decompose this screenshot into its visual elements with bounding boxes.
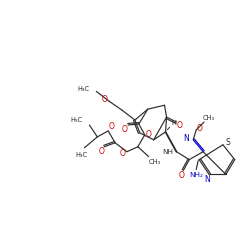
Text: NH: NH xyxy=(162,149,173,155)
Text: O: O xyxy=(98,147,104,156)
Text: O: O xyxy=(122,126,128,134)
Text: CH₃: CH₃ xyxy=(148,158,161,164)
Text: CH₃: CH₃ xyxy=(203,115,215,121)
Text: H₃C: H₃C xyxy=(76,152,88,158)
Text: O: O xyxy=(196,124,202,134)
Text: O: O xyxy=(101,95,107,104)
Text: O: O xyxy=(176,120,182,130)
Text: H₃C: H₃C xyxy=(70,117,82,123)
Text: O: O xyxy=(108,122,114,132)
Text: O: O xyxy=(120,149,126,158)
Text: N: N xyxy=(204,175,210,184)
Text: N: N xyxy=(184,134,189,143)
Text: S: S xyxy=(226,138,230,147)
Text: O: O xyxy=(146,130,152,140)
Text: H₃C: H₃C xyxy=(77,86,90,92)
Text: NH₂: NH₂ xyxy=(189,172,203,178)
Text: H: H xyxy=(171,120,176,126)
Text: O: O xyxy=(178,171,184,180)
